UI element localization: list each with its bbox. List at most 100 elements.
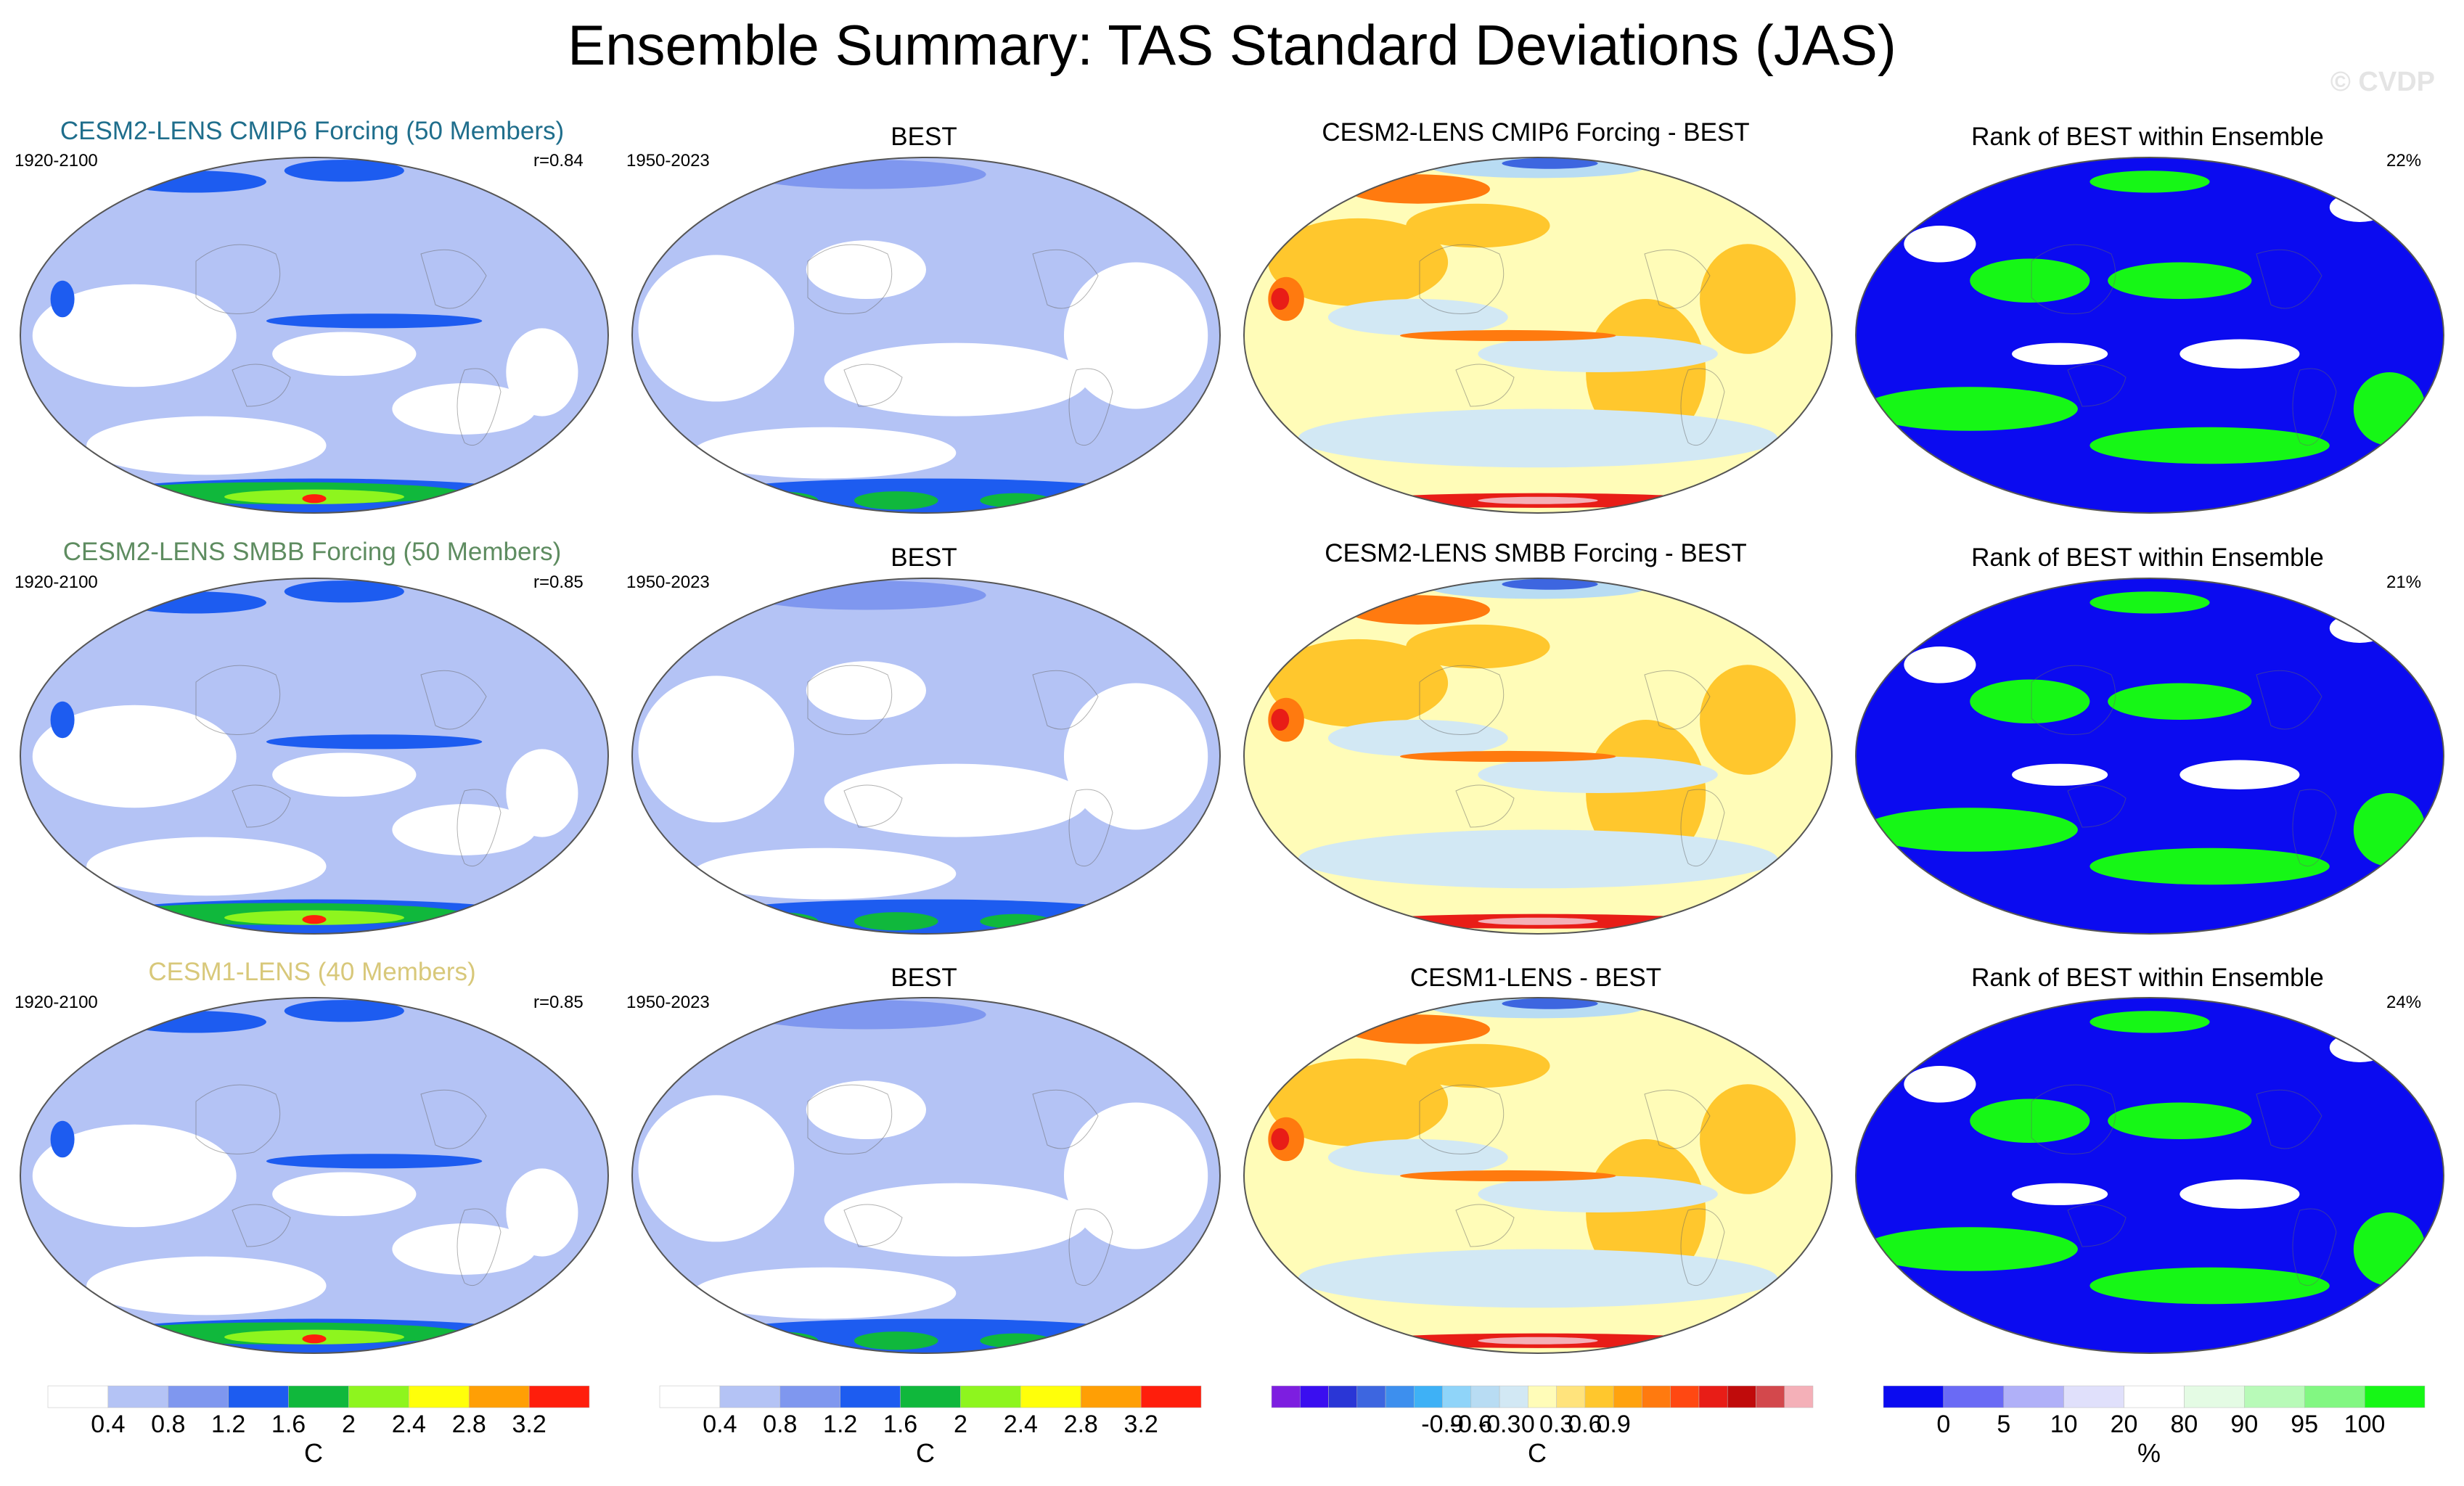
colorbar-std-label: 2 [954,1411,967,1438]
colorbar-rank-swatch [2063,1385,2124,1408]
colorbar-rank-label: 10 [2050,1411,2078,1438]
colorbar-std-swatch [468,1385,530,1408]
colorbar-std-swatch [1020,1385,1081,1408]
map-field [1856,157,2444,513]
colorbar-rank-label: 90 [2230,1411,2258,1438]
map-field [20,578,608,934]
map-model-row2 [20,578,609,935]
colorbar-std-obs: 0.4 0.8 1.2 1.6 2 2.4 2.8 3.2 [659,1385,1202,1438]
colorbar-std-label: 2.8 [452,1411,486,1438]
colorbar-rank-swatch [2244,1385,2305,1408]
map-rank-row3 [1855,997,2444,1354]
panel-title-rank-row3: Rank of BEST within Ensemble [1971,964,2324,992]
map-field [632,578,1220,934]
map-model-row3 [20,997,609,1354]
map-field [632,998,1220,1353]
map-border [1855,997,2444,1354]
colorbar-diff-swatch [1613,1385,1642,1408]
colorbar-diff-swatch [1642,1385,1671,1408]
panel-title-rank-row1: Rank of BEST within Ensemble [1971,123,2324,151]
colorbar-std-swatch [409,1385,470,1408]
colorbar-diff: -0.9-0.6-0.3 0 0.30.60.9 [1271,1385,1814,1438]
colorbar-std-label: 1.6 [271,1411,306,1438]
colorbar-rank-swatch [2184,1385,2245,1408]
colorbar-diff-label: 0.6 [1568,1411,1602,1438]
panel-title-obs-row3: BEST [891,964,957,992]
panel-title-model-row3: CESM1-LENS (40 Members) [148,958,476,986]
panel-title-obs-row1: BEST [891,123,957,151]
map-diff-row1 [1243,157,1833,514]
colorbar-std-label: 3.2 [1123,1411,1158,1438]
map-obs-row3 [631,997,1221,1354]
map-border [631,997,1221,1354]
colorbar-std-swatch [47,1385,109,1408]
colorbar-rank-label: 0 [1936,1411,1950,1438]
colorbar-unit-std-obs: C [916,1438,935,1468]
map-field [20,157,608,513]
colorbar-std-label: 1.2 [211,1411,245,1438]
colorbar-std-swatch [719,1385,781,1408]
colorbar-rank-label: 80 [2171,1411,2198,1438]
map-field [20,998,608,1353]
colorbar-std-swatch [107,1385,169,1408]
map-rank-row2 [1855,578,2444,935]
colorbar-diff-swatch [1356,1385,1386,1408]
corr-model-row2: r=0.85 [533,572,584,592]
colorbar-diff-swatch [1670,1385,1700,1408]
map-rank-row1 [1855,157,2444,514]
colorbar-diff-swatch [1528,1385,1557,1408]
colorbar-std-label: 2 [342,1411,356,1438]
colorbar-diff-swatch [1584,1385,1614,1408]
colorbar-std-swatch [168,1385,229,1408]
map-field [1244,157,1832,513]
colorbar-unit-diff: C [1528,1438,1547,1468]
colorbar-unit-rank: % [2137,1438,2161,1468]
corr-model-row1: r=0.84 [533,151,584,171]
colorbar-std-label: 0.4 [91,1411,125,1438]
colorbar-diff-swatch [1328,1385,1358,1408]
colorbar-diff-swatch [1727,1385,1756,1408]
years-obs-row1: 1950-2023 [626,151,710,171]
colorbar-std-swatch [348,1385,409,1408]
colorbar-diff-swatch [1784,1385,1814,1408]
colorbar-diff-swatch [1385,1385,1415,1408]
panel-title-model-row1: CESM2-LENS CMIP6 Forcing (50 Members) [60,117,565,145]
map-diff-row2 [1243,578,1833,935]
map-border [20,578,609,935]
colorbar-std-label: 3.2 [512,1411,546,1438]
map-field [1856,578,2444,934]
pct-rank-row1: 22% [2386,151,2422,171]
years-model-row2: 1920-2100 [15,572,98,592]
colorbar-rank-swatch [2304,1385,2365,1408]
panel-title-diff-row2: CESM2-LENS SMBB Forcing - BEST [1325,539,1747,567]
colorbar-std-label: 2.8 [1064,1411,1098,1438]
map-obs-row1 [631,157,1221,514]
colorbar-std-label: 0.8 [763,1411,797,1438]
map-obs-row2 [631,578,1221,935]
colorbar-std-label: 1.2 [823,1411,857,1438]
corr-model-row3: r=0.85 [533,993,584,1012]
colorbar-std-label: 2.4 [392,1411,426,1438]
colorbar-std-swatch [1140,1385,1202,1408]
colorbar-diff-swatch [1414,1385,1443,1408]
colorbar-std-swatch [528,1385,590,1408]
colorbar-unit-std-model: C [304,1438,323,1468]
map-field [1856,998,2444,1353]
colorbar-diff-label: -0.3 [1478,1411,1521,1438]
colorbar-std-swatch [659,1385,721,1408]
colorbar-diff-label: 0.9 [1597,1411,1631,1438]
watermark-logo: © CVDP [2330,67,2435,97]
years-model-row1: 1920-2100 [15,151,98,171]
colorbar-rank-label: 100 [2344,1411,2386,1438]
map-field [632,157,1220,513]
colorbar-rank-swatch [1883,1385,1944,1408]
map-border [1243,997,1833,1354]
panel-title-obs-row2: BEST [891,543,957,572]
colorbar-diff-label: -0.6 [1450,1411,1493,1438]
colorbar-std-model: 0.4 0.8 1.2 1.6 2 2.4 2.8 3.2 [47,1385,590,1438]
pct-rank-row2: 21% [2386,572,2422,592]
map-border [1243,157,1833,514]
panel-title-diff-row1: CESM2-LENS CMIP6 Forcing - BEST [1322,118,1750,147]
colorbar-std-label: 0.4 [703,1411,737,1438]
colorbar-std-label: 1.6 [883,1411,917,1438]
